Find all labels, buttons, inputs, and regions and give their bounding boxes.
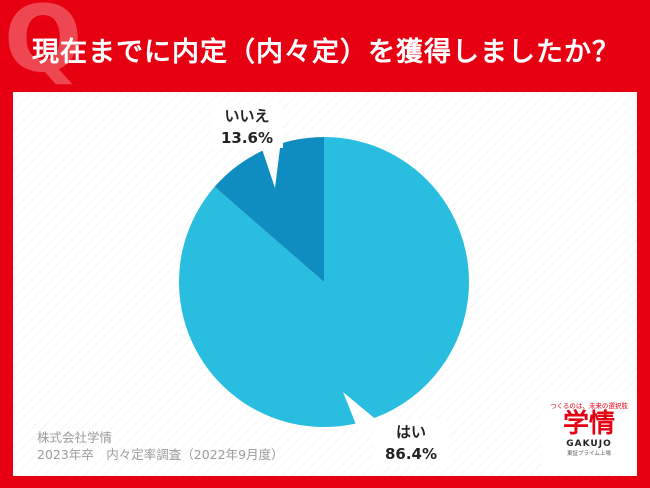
source-company: 株式会社学情 [37, 430, 113, 445]
callout-tail-no [259, 140, 281, 188]
label-no: いいえ 13.6% [217, 106, 277, 150]
q-mark: Q [4, 0, 83, 93]
callout-tail-yes [343, 392, 379, 432]
logo-name-en: GAKUJO [566, 438, 612, 449]
source-survey: 2023年卒 内々定率調査（2022年9月度） [37, 446, 284, 462]
callout-box-yes [373, 420, 449, 466]
label-yes-value: 86.4% [384, 444, 438, 463]
label-yes-text: はい [395, 423, 426, 441]
gakujo-logo: つくるのは、未来の選択肢 学情 GAKUJO 東証プライム上場 [541, 392, 637, 472]
logo-name: 学情 [562, 409, 615, 439]
chart-title: 現在までに内定（内々定）を獲得しましたか？ [32, 37, 620, 68]
label-yes: はい 86.4% [381, 422, 441, 466]
logo-tagline: つくるのは、未来の選択肢 [550, 402, 628, 410]
logo-sub: 東証プライム上場 [567, 450, 611, 457]
label-no-text: いいえ [224, 107, 270, 125]
chart-panel: いいえ 13.6% はい 86.4% 株式会社学情 2023年卒 内々定率調査（… [13, 92, 637, 476]
source-note: 株式会社学情 2023年卒 内々定率調査（2022年9月度） [37, 430, 284, 464]
pie-slice-yes [179, 137, 470, 427]
callout-box-no [211, 104, 283, 148]
label-no-value: 13.6% [220, 128, 274, 147]
pie-chart [179, 104, 470, 466]
header-bar: Q 現在までに内定（内々定）を獲得しましたか？ [0, 0, 650, 92]
pie-slice-no [214, 137, 324, 282]
